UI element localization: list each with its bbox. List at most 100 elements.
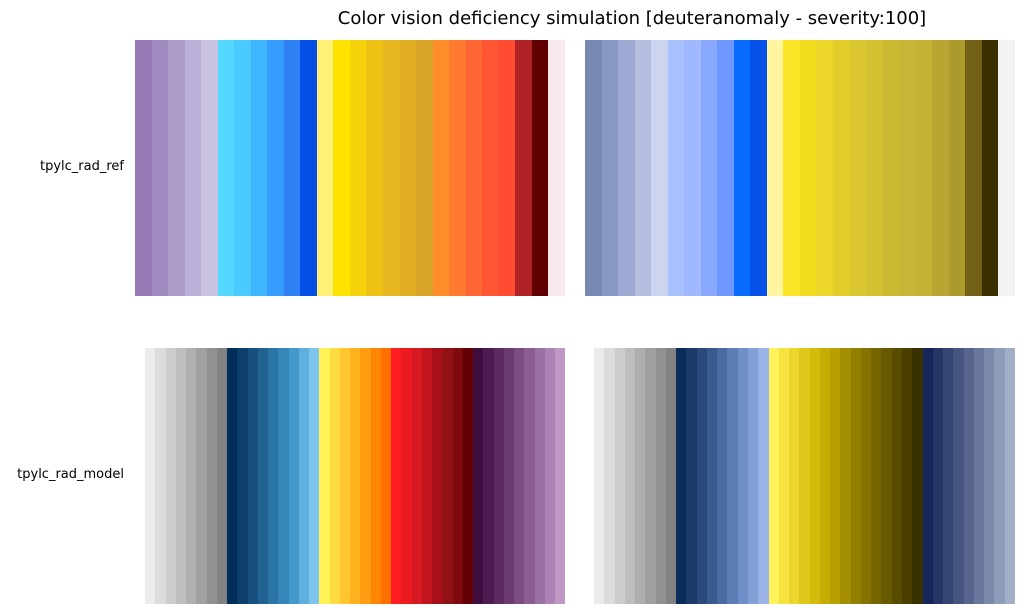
color-strip	[850, 348, 861, 604]
color-strip	[216, 348, 227, 604]
color-strip	[758, 348, 769, 604]
color-strip	[809, 348, 820, 604]
color-strip	[145, 348, 156, 604]
color-strip	[604, 348, 615, 604]
color-strip	[706, 348, 718, 604]
color-strip	[932, 348, 944, 604]
color-strip	[922, 348, 933, 604]
color-strip	[768, 348, 779, 604]
row-label-tpylc-rad-model: tpylc_rad_model	[17, 467, 124, 482]
color-strip	[421, 348, 432, 604]
colormap-ref-original	[135, 40, 565, 296]
color-strip	[349, 40, 367, 296]
color-strip	[288, 348, 299, 604]
color-strip	[635, 348, 646, 604]
color-strip	[750, 40, 767, 296]
color-strip	[747, 348, 759, 604]
color-strip	[329, 348, 340, 604]
color-strip	[298, 348, 309, 604]
color-strip	[667, 40, 685, 296]
color-strip	[840, 348, 851, 604]
color-strip	[778, 348, 790, 604]
color-strip	[234, 40, 251, 296]
color-strip	[618, 40, 635, 296]
color-strip	[881, 348, 892, 604]
color-strip	[655, 348, 666, 604]
color-strip	[319, 348, 330, 604]
color-strip	[350, 348, 361, 604]
color-strip	[984, 348, 995, 604]
color-strip	[411, 348, 422, 604]
color-strip	[737, 348, 748, 604]
color-strip	[594, 348, 605, 604]
color-strip	[1004, 348, 1015, 604]
color-strip	[432, 40, 450, 296]
color-strip	[614, 348, 625, 604]
color-strip	[366, 40, 383, 296]
color-strip	[601, 40, 619, 296]
color-strip	[498, 40, 516, 296]
color-strip	[651, 40, 668, 296]
color-strip	[515, 40, 532, 296]
color-strip	[401, 348, 412, 604]
color-strip	[901, 348, 913, 604]
colormap-model-deuteranomaly	[594, 348, 1015, 604]
color-strip	[783, 40, 800, 296]
colormap-model-original	[145, 348, 566, 604]
color-strip	[206, 348, 217, 604]
color-strip	[449, 40, 466, 296]
color-strip	[155, 348, 166, 604]
color-strip	[860, 348, 872, 604]
color-strip	[370, 348, 381, 604]
color-strip	[339, 348, 350, 604]
color-strip	[267, 40, 284, 296]
color-strip	[700, 40, 718, 296]
color-strip	[399, 40, 417, 296]
color-strip	[278, 348, 289, 604]
color-strip	[452, 348, 463, 604]
color-strip	[283, 40, 301, 296]
color-strip	[882, 40, 900, 296]
color-strip	[544, 348, 555, 604]
color-strip	[830, 348, 841, 604]
color-strip	[634, 40, 652, 296]
color-strip	[686, 348, 697, 604]
color-strip	[953, 348, 964, 604]
color-strip	[963, 348, 974, 604]
color-strip	[462, 348, 473, 604]
row-label-tpylc-rad-ref: tpylc_rad_ref	[40, 159, 124, 174]
color-strip	[981, 40, 999, 296]
color-strip	[257, 348, 268, 604]
color-strip	[717, 348, 728, 604]
color-strip	[380, 348, 391, 604]
color-strip	[816, 40, 833, 296]
color-strip	[727, 348, 738, 604]
color-strip	[482, 40, 499, 296]
color-strip	[333, 40, 350, 296]
color-strip	[866, 40, 883, 296]
color-strip	[360, 348, 371, 604]
color-strip	[503, 348, 514, 604]
color-strip	[524, 348, 535, 604]
color-strip	[624, 348, 636, 604]
color-strip	[391, 348, 402, 604]
color-strip	[196, 348, 207, 604]
color-strip	[932, 40, 949, 296]
color-strip	[175, 348, 186, 604]
color-strip	[247, 348, 258, 604]
color-strip	[965, 40, 982, 296]
color-strip	[948, 40, 966, 296]
color-strip	[912, 348, 923, 604]
color-strip	[473, 348, 484, 604]
color-strip	[696, 348, 707, 604]
color-strip	[237, 348, 248, 604]
color-strip	[733, 40, 751, 296]
color-strip	[483, 348, 494, 604]
color-strip	[684, 40, 701, 296]
color-strip	[998, 40, 1015, 296]
color-strip	[915, 40, 933, 296]
chart-title: Color vision deficiency simulation [deut…	[337, 8, 927, 29]
color-strip	[465, 40, 483, 296]
color-strip	[316, 40, 334, 296]
color-strip	[585, 40, 602, 296]
